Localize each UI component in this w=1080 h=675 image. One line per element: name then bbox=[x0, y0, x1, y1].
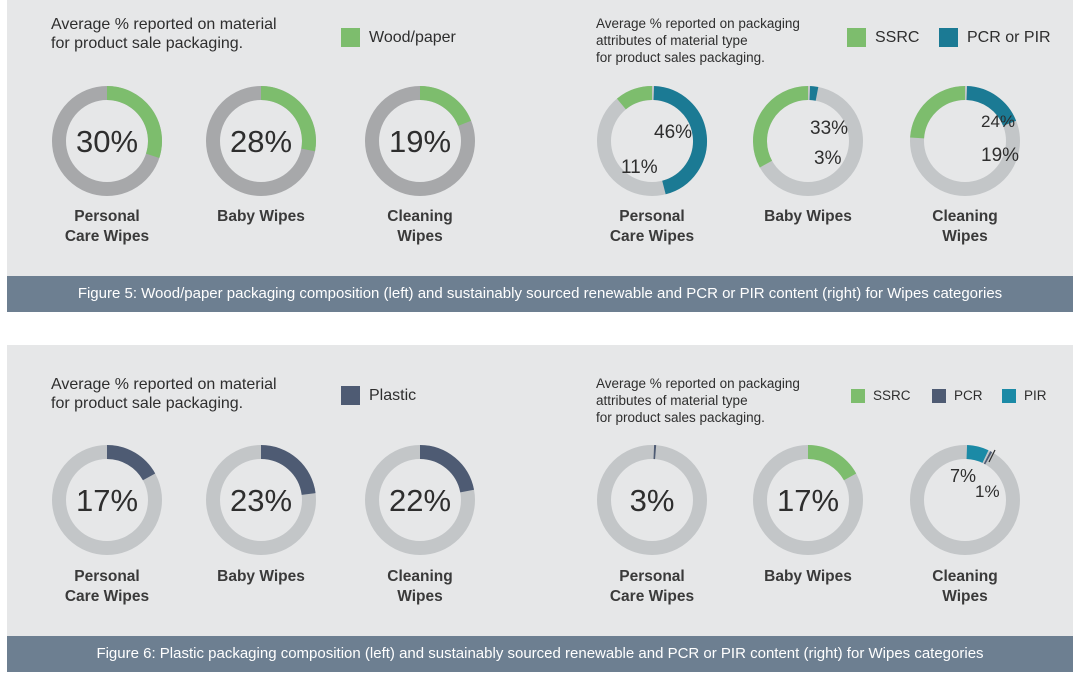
fig6-legend-pcr-swatch bbox=[932, 388, 946, 403]
donut-center-label: 3% bbox=[630, 483, 675, 518]
fig6-legend-ssrc-swatch bbox=[851, 388, 865, 403]
fig5-category-cleaning-wipes: Cleaning Wipes bbox=[387, 208, 453, 245]
fig6-category-cleaning-wipes-attributes: Cleaning Wipes bbox=[932, 568, 998, 605]
donut-segment-pcr-or-pir bbox=[809, 86, 819, 101]
donut-segment-pcr bbox=[983, 451, 993, 465]
fig6-legend-pir-label: PIR bbox=[1024, 388, 1047, 403]
donut-segment-pcr-or-pir bbox=[966, 86, 1017, 127]
fig5-caption: Figure 5: Wood/paper packaging compositi… bbox=[7, 276, 1073, 312]
donut-label-ssrc: 11% bbox=[621, 157, 658, 178]
donut-leader-line bbox=[988, 449, 996, 463]
fig6-caption: Figure 6: Plastic packaging composition … bbox=[7, 636, 1073, 672]
fig5-category-personal-care-wipes-attributes: Personal Care Wipes bbox=[609, 208, 695, 245]
fig5-donut-baby-wipes-attributes: 33%3% bbox=[753, 86, 863, 196]
fig5-legend-wood-paper: Wood/paper bbox=[341, 28, 456, 47]
donut-label-pir: 7% bbox=[950, 466, 976, 486]
fig6-donut-baby-wipes: 23% bbox=[206, 445, 316, 555]
donut-center-label: 19% bbox=[389, 124, 451, 159]
fig5-donut-personal-care-wipes: 30% bbox=[52, 86, 162, 196]
donut-label-pcr-or-pir: 19% bbox=[981, 145, 1019, 166]
donut-center-label: 17% bbox=[777, 483, 839, 518]
donut-segment-pcr-or-pir bbox=[653, 86, 707, 195]
donut-label-pcr: 1% bbox=[975, 482, 1000, 501]
fig6-donut-cleaning-wipes: 22% bbox=[365, 445, 475, 555]
fig5-donut-cleaning-wipes: 19% bbox=[365, 86, 475, 196]
fig5-legend-pcr-or-pir: PCR or PIR bbox=[939, 28, 1051, 47]
fig5-donut-personal-care-wipes-attributes: 46% 11% bbox=[597, 86, 707, 196]
donut-segment-plastic bbox=[419, 445, 475, 493]
fig5-legend-ssrc-label: SSRC bbox=[875, 28, 920, 46]
fig6-left-heading: Average % reported on material for produ… bbox=[51, 376, 277, 412]
fig6-donut-personal-care-wipes: 17% bbox=[52, 445, 162, 555]
fig6-legend-pcr: PCR bbox=[932, 388, 983, 403]
fig6-legend-pcr-label: PCR bbox=[954, 388, 983, 403]
fig6-legend-plastic-label: Plastic bbox=[369, 386, 417, 404]
donut-segment-wood-paper bbox=[106, 86, 162, 158]
donut-segment-ssrc bbox=[807, 445, 857, 481]
fig6-category-personal-care-wipes: Personal Care Wipes bbox=[64, 568, 150, 605]
fig5-category-cleaning-wipes-attributes: Cleaning Wipes bbox=[932, 208, 998, 245]
figure-6-panel: Average % reported on material for produ… bbox=[7, 345, 1073, 672]
donut-segment-plastic bbox=[106, 445, 156, 481]
figure-5-panel: Average % reported on material for produ… bbox=[7, 0, 1073, 312]
fig6-donut-baby-wipes-attributes: 17% bbox=[753, 445, 863, 555]
donut-track bbox=[597, 445, 707, 555]
donut-label-ssrc: 24% bbox=[981, 112, 1015, 131]
fig6-legend-pir-swatch bbox=[1002, 388, 1016, 403]
donut-label-ssrc: 33% bbox=[810, 118, 848, 139]
fig6-legend-plastic-swatch bbox=[341, 386, 360, 405]
fig6-legend-plastic: Plastic bbox=[341, 386, 416, 405]
donut-segment-pir bbox=[966, 445, 989, 464]
donut-center-label: 30% bbox=[76, 124, 138, 159]
donut-segment-ssrc bbox=[616, 86, 653, 110]
donut-center-label: 23% bbox=[230, 483, 292, 518]
donut-segment-ssrc bbox=[753, 86, 809, 168]
donut-segment-plastic bbox=[260, 445, 316, 496]
fig5-left-heading: Average % reported on material for produ… bbox=[51, 16, 277, 52]
fig5-donut-baby-wipes: 28% bbox=[206, 86, 316, 196]
fig5-category-personal-care-wipes: Personal Care Wipes bbox=[64, 208, 150, 245]
fig5-legend-wood-paper-swatch bbox=[341, 28, 360, 47]
fig5-legend-ssrc: SSRC bbox=[847, 28, 919, 47]
donut-center-label: 17% bbox=[76, 483, 138, 518]
donut-segment-wood-paper bbox=[260, 86, 316, 152]
fig5-donut-cleaning-wipes-attributes: 24% 19% bbox=[910, 86, 1020, 196]
fig5-right-heading: Average % reported on packaging attribut… bbox=[596, 16, 800, 65]
donut-segment-ssrc bbox=[910, 86, 966, 139]
fig6-legend-pir: PIR bbox=[1002, 388, 1047, 403]
fig6-category-personal-care-wipes-attributes: Personal Care Wipes bbox=[609, 568, 695, 605]
donut-center-label: 22% bbox=[389, 483, 451, 518]
fig6-category-baby-wipes-attributes: Baby Wipes bbox=[764, 568, 852, 585]
fig6-right-heading: Average % reported on packaging attribut… bbox=[596, 376, 800, 425]
fig6-category-cleaning-wipes: Cleaning Wipes bbox=[387, 568, 453, 605]
fig6-category-baby-wipes: Baby Wipes bbox=[217, 568, 305, 585]
fig5-category-baby-wipes-attributes: Baby Wipes bbox=[764, 208, 852, 225]
donut-center-label: 28% bbox=[230, 124, 292, 159]
donut-track bbox=[910, 445, 1020, 555]
fig6-donut-cleaning-wipes-attributes: 7%1% bbox=[910, 445, 1020, 555]
donut-segment-wood-paper bbox=[419, 86, 472, 127]
fig5-legend-pcr-or-pir-label: PCR or PIR bbox=[967, 28, 1051, 46]
fig6-legend-ssrc-label: SSRC bbox=[873, 388, 911, 403]
fig5-category-baby-wipes: Baby Wipes bbox=[217, 208, 305, 225]
fig5-legend-ssrc-swatch bbox=[847, 28, 866, 47]
fig5-legend-pcr-or-pir-swatch bbox=[939, 28, 958, 47]
donut-label-pcr-or-pir: 46% bbox=[654, 122, 692, 143]
fig6-donut-personal-care-wipes-attributes: 3% bbox=[597, 445, 707, 555]
donut-label-pcr-or-pir: 3% bbox=[814, 148, 842, 169]
fig6-legend-ssrc: SSRC bbox=[851, 388, 911, 403]
fig5-legend-wood-paper-label: Wood/paper bbox=[369, 28, 456, 46]
